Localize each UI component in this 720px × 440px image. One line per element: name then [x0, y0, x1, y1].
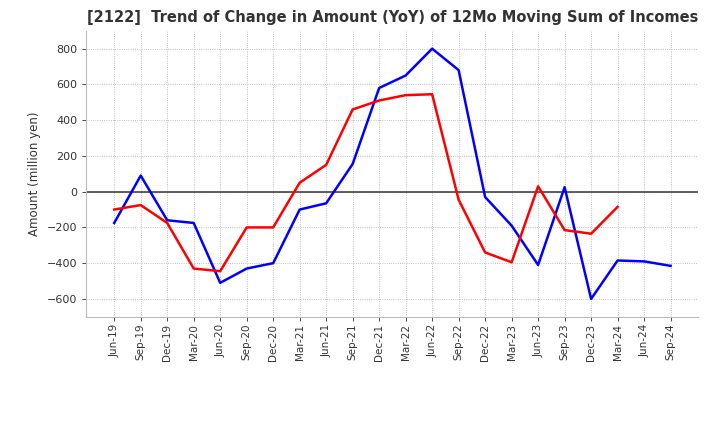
- Ordinary Income: [348, 161, 357, 167]
- Net Income: [348, 107, 357, 112]
- Y-axis label: Amount (million yen): Amount (million yen): [28, 112, 41, 236]
- Net Income: [295, 180, 304, 185]
- Ordinary Income: [136, 173, 145, 178]
- Ordinary Income: [640, 259, 649, 264]
- Net Income: [322, 162, 330, 168]
- Net Income: [560, 227, 569, 233]
- Net Income: [401, 92, 410, 98]
- Ordinary Income: [295, 207, 304, 212]
- Net Income: [375, 98, 384, 103]
- Ordinary Income: [163, 218, 171, 223]
- Title: [2122]  Trend of Change in Amount (YoY) of 12Mo Moving Sum of Incomes: [2122] Trend of Change in Amount (YoY) o…: [86, 11, 698, 26]
- Net Income: [454, 197, 463, 202]
- Net Income: [481, 250, 490, 255]
- Net Income: [587, 231, 595, 236]
- Ordinary Income: [401, 73, 410, 78]
- Ordinary Income: [508, 223, 516, 228]
- Net Income: [216, 268, 225, 274]
- Ordinary Income: [587, 296, 595, 301]
- Ordinary Income: [454, 67, 463, 73]
- Ordinary Income: [322, 201, 330, 206]
- Net Income: [136, 202, 145, 208]
- Ordinary Income: [243, 266, 251, 271]
- Net Income: [243, 225, 251, 230]
- Net Income: [508, 260, 516, 265]
- Ordinary Income: [534, 262, 542, 268]
- Line: Ordinary Income: Ordinary Income: [114, 49, 670, 299]
- Ordinary Income: [613, 258, 622, 263]
- Net Income: [428, 92, 436, 97]
- Ordinary Income: [428, 46, 436, 51]
- Net Income: [613, 204, 622, 209]
- Net Income: [269, 225, 277, 230]
- Ordinary Income: [110, 220, 119, 226]
- Ordinary Income: [560, 184, 569, 190]
- Line: Net Income: Net Income: [114, 94, 618, 271]
- Net Income: [163, 220, 171, 226]
- Net Income: [110, 207, 119, 212]
- Ordinary Income: [216, 280, 225, 286]
- Ordinary Income: [189, 220, 198, 226]
- Ordinary Income: [666, 263, 675, 268]
- Net Income: [534, 183, 542, 189]
- Net Income: [189, 266, 198, 271]
- Ordinary Income: [375, 85, 384, 91]
- Ordinary Income: [269, 260, 277, 266]
- Ordinary Income: [481, 194, 490, 200]
